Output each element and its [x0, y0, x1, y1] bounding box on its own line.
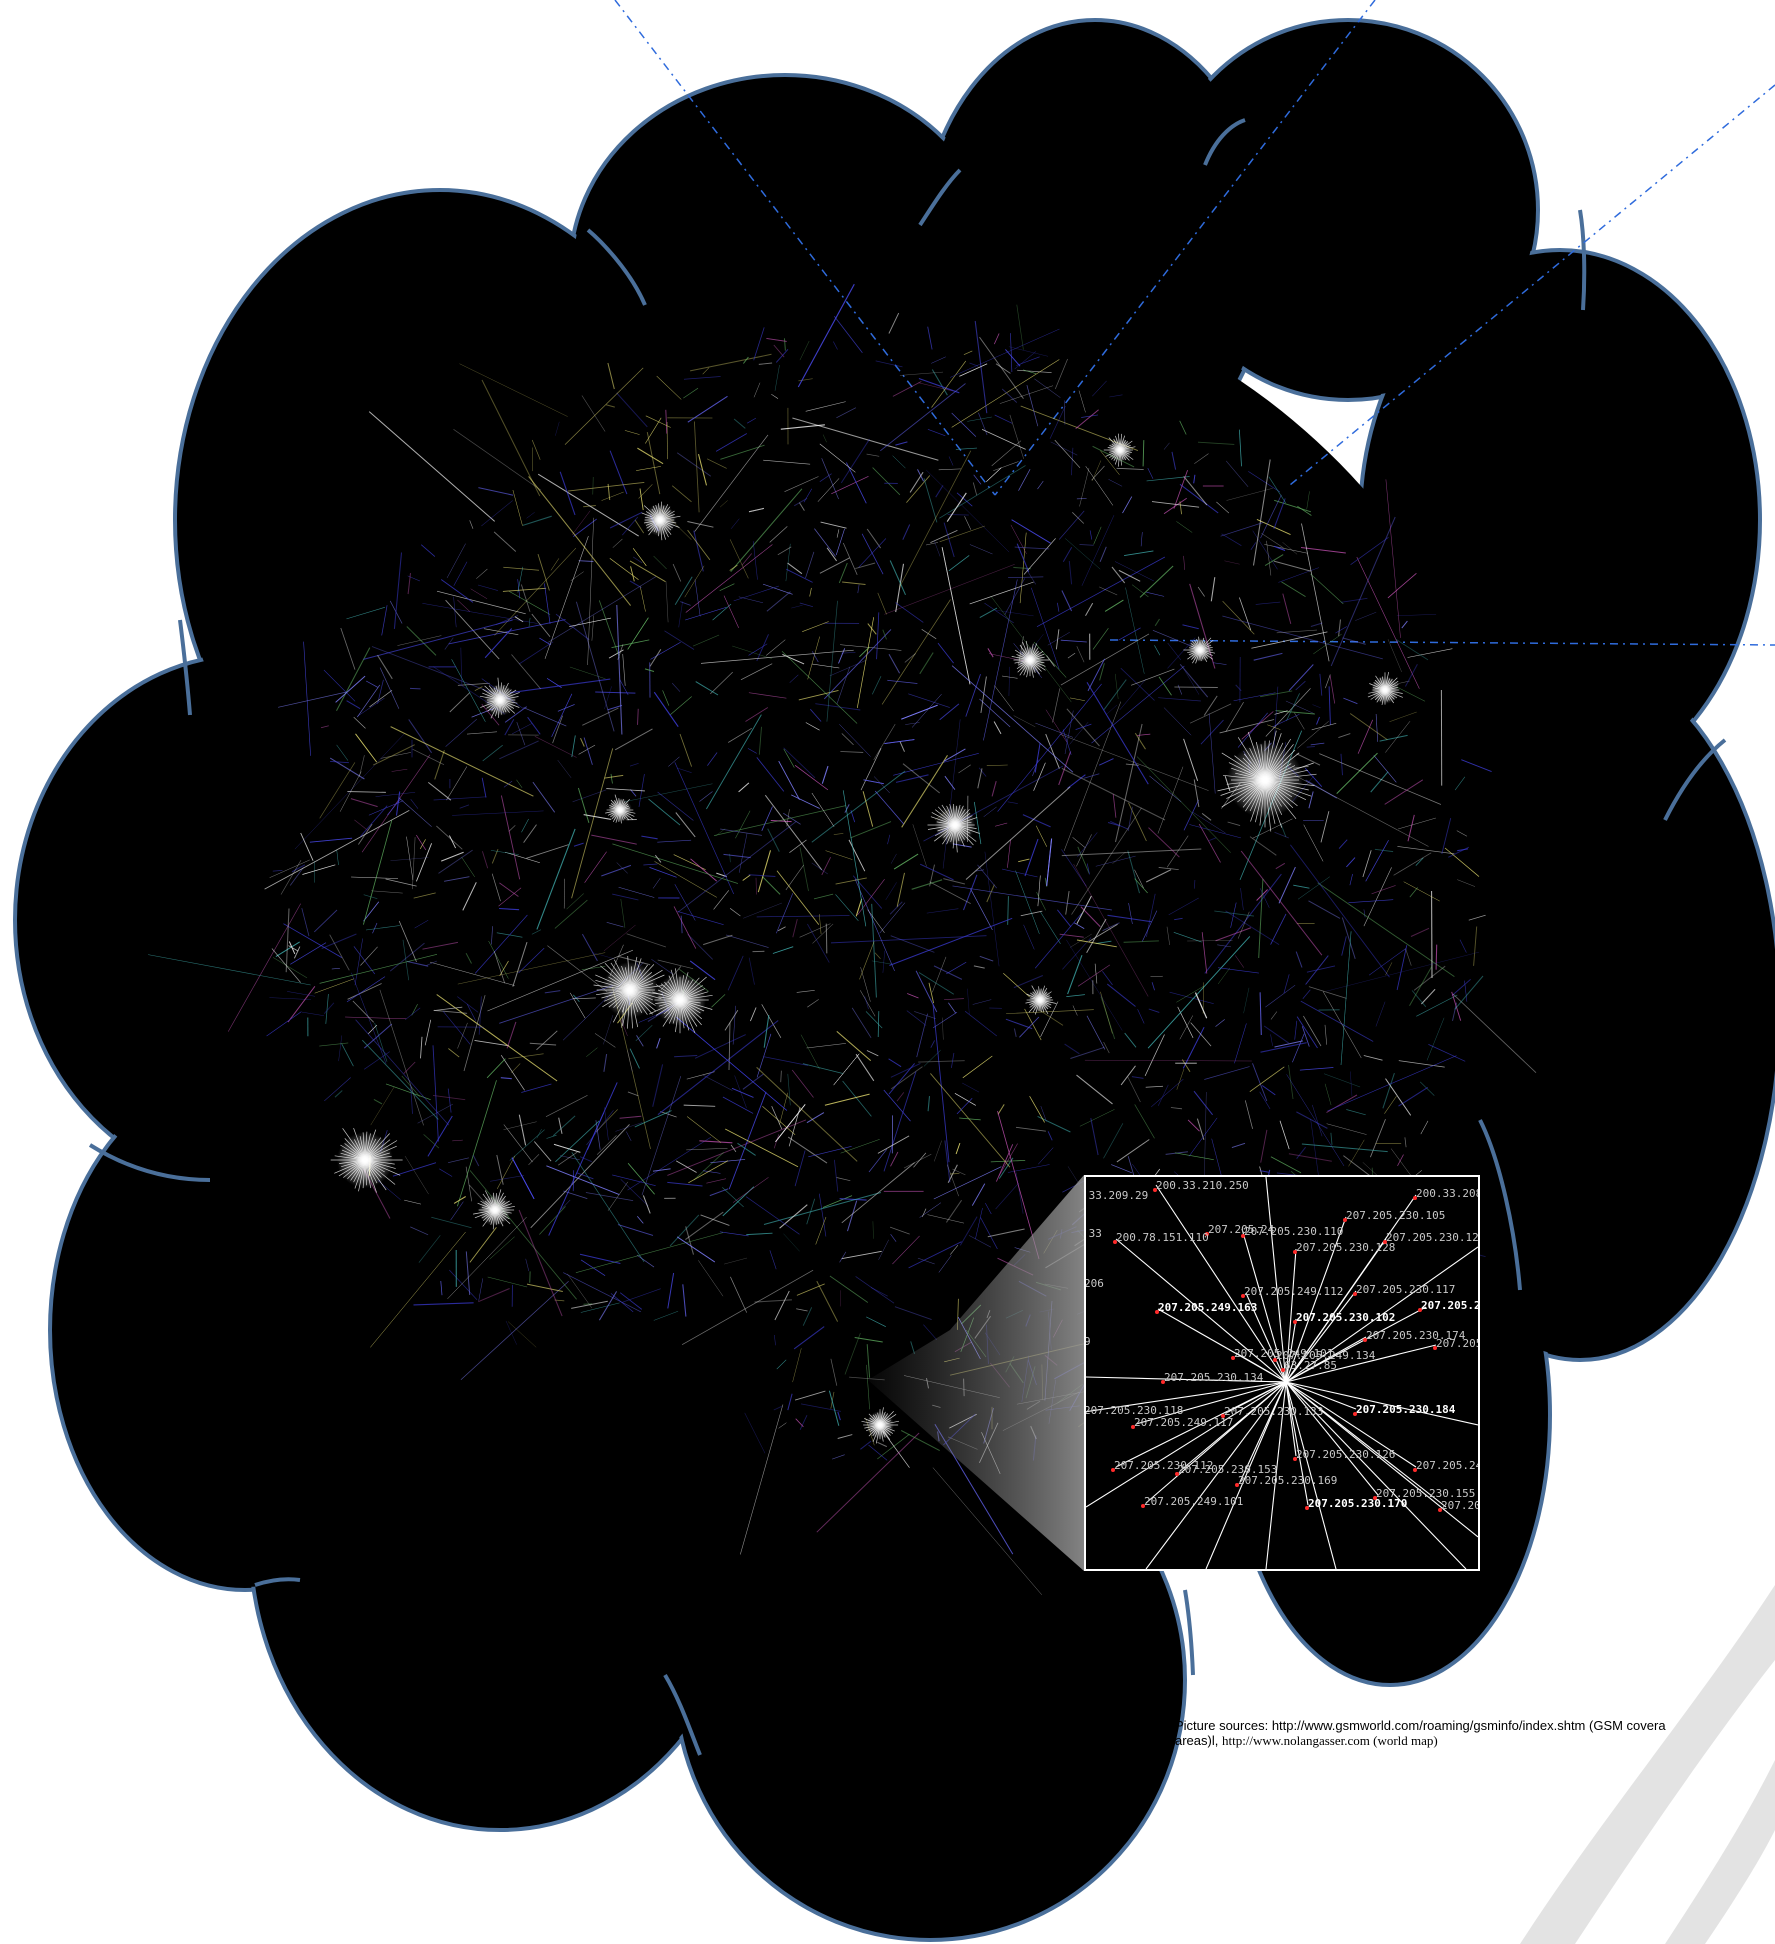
- ip-node-dot: [1293, 1457, 1297, 1461]
- caption-desc-2: (world map): [1370, 1733, 1438, 1748]
- ip-node-dot: [1235, 1483, 1239, 1487]
- ip-node-dot: [1113, 1240, 1117, 1244]
- ip-node-dot: [1153, 1188, 1157, 1192]
- ip-address-label: 200.33.208: [1416, 1187, 1480, 1200]
- ip-node-dot: [1231, 1356, 1235, 1360]
- caption-link-nolangasser[interactable]: http://www.nolangasser.com: [1222, 1733, 1370, 1748]
- ip-node-dot: [1175, 1472, 1179, 1476]
- ip-address-label: 207.20: [1441, 1499, 1480, 1512]
- ip-address-label: 207.205.230.117: [1356, 1283, 1455, 1296]
- ip-address-label: 207.205.230.102: [1296, 1311, 1395, 1324]
- ip-address-label: 207.205.230.184: [1356, 1403, 1455, 1416]
- zoom-edge: [1086, 1382, 1286, 1507]
- ip-node-dot: [1273, 1358, 1277, 1362]
- ip-address-label: 207.205.230.128: [1296, 1241, 1395, 1254]
- ip-address-label: .33.209.29: [1084, 1189, 1148, 1202]
- ip-node-dot: [1353, 1292, 1357, 1296]
- ip-node-dot: [1413, 1196, 1417, 1200]
- ip-node-dot: [1084, 1344, 1085, 1348]
- ip-node-dot: [1161, 1380, 1165, 1384]
- ip-node-dot: [1363, 1338, 1367, 1342]
- ip-node-dot: [1241, 1234, 1245, 1238]
- ip-address-label: 207.205.230.170: [1308, 1497, 1407, 1510]
- ip-node-dot: [1413, 1468, 1417, 1472]
- ip-address-label: 9: [1084, 1335, 1091, 1348]
- ip-node-dot: [1293, 1250, 1297, 1254]
- ip-node-dot: [1293, 1320, 1297, 1324]
- ip-node-dot: [1111, 1468, 1115, 1472]
- ip-address-label: 207.205.249.101: [1144, 1495, 1243, 1508]
- ip-node-dot: [1141, 1504, 1145, 1508]
- ip-node-dot: [1241, 1294, 1245, 1298]
- ip-node-dot: [1418, 1308, 1422, 1312]
- ip-address-label: 207.205.230.126: [1296, 1448, 1395, 1461]
- caption-line2: areas)l,: [1175, 1733, 1222, 1748]
- ip-address-label: 207.205.230.110: [1244, 1225, 1343, 1238]
- network-edge: [1436, 945, 1437, 970]
- network-edge: [410, 688, 421, 689]
- network-edge: [667, 422, 668, 459]
- ip-address-label: 63.27.85: [1284, 1359, 1337, 1372]
- ip-address-label: 200.78.151.110: [1116, 1231, 1209, 1244]
- decorative-swoosh: [1665, 1760, 1775, 1944]
- ip-node-dot: [1131, 1425, 1135, 1429]
- ip-node-dot: [1084, 1286, 1085, 1290]
- ip-address-label: 206: [1084, 1277, 1104, 1290]
- zoom-inset: .33.209.29 200.33.210.250 200.33.208 207.20…: [1084, 1175, 1480, 1571]
- ip-address-label: 207.205.230.123: [1386, 1231, 1480, 1244]
- ip-node-dot: [1353, 1412, 1357, 1416]
- ip-node-dot: [1281, 1368, 1285, 1372]
- ip-node-dot: [1438, 1508, 1442, 1512]
- ip-address-label: 207.205.249.117: [1134, 1416, 1233, 1429]
- caption-desc-1: (GSM covera: [1585, 1718, 1665, 1733]
- caption-prefix: Picture sources:: [1175, 1718, 1272, 1733]
- ip-address-label: 207.205.24: [1416, 1459, 1480, 1472]
- ip-address-label: 207.205.249.112: [1244, 1285, 1343, 1298]
- ip-node-dot: [1155, 1310, 1159, 1314]
- ip-address-label: 207.205.230.134: [1164, 1371, 1263, 1384]
- ip-address-label: 207.205.230.105: [1346, 1209, 1445, 1222]
- ip-node-dot: [1383, 1240, 1387, 1244]
- ip-node-dot: [1433, 1346, 1437, 1350]
- caption-link-gsmworld[interactable]: http://www.gsmworld.com/roaming/gsminfo/…: [1272, 1718, 1586, 1733]
- ip-node-dot: [1305, 1506, 1309, 1510]
- ip-address-label: 207.205: [1436, 1337, 1480, 1350]
- ip-address-label: 207.205.249: [1421, 1299, 1480, 1312]
- ip-address-label: 207.205.230.133: [1224, 1405, 1323, 1418]
- ip-address-label: 207.205.230.169: [1238, 1474, 1337, 1487]
- network-edge: [826, 924, 827, 954]
- cloud-shape: [15, 20, 1775, 1940]
- ip-node-dot: [1343, 1218, 1347, 1222]
- ip-address-label: .33: [1084, 1227, 1102, 1240]
- ip-address-label: 207.205.249.163: [1158, 1301, 1257, 1314]
- picture-sources-caption: Picture sources: http://www.gsmworld.com…: [1175, 1718, 1775, 1748]
- ip-node-dot: [1084, 1413, 1085, 1417]
- ip-address-label: 200.33.210.250: [1156, 1179, 1249, 1192]
